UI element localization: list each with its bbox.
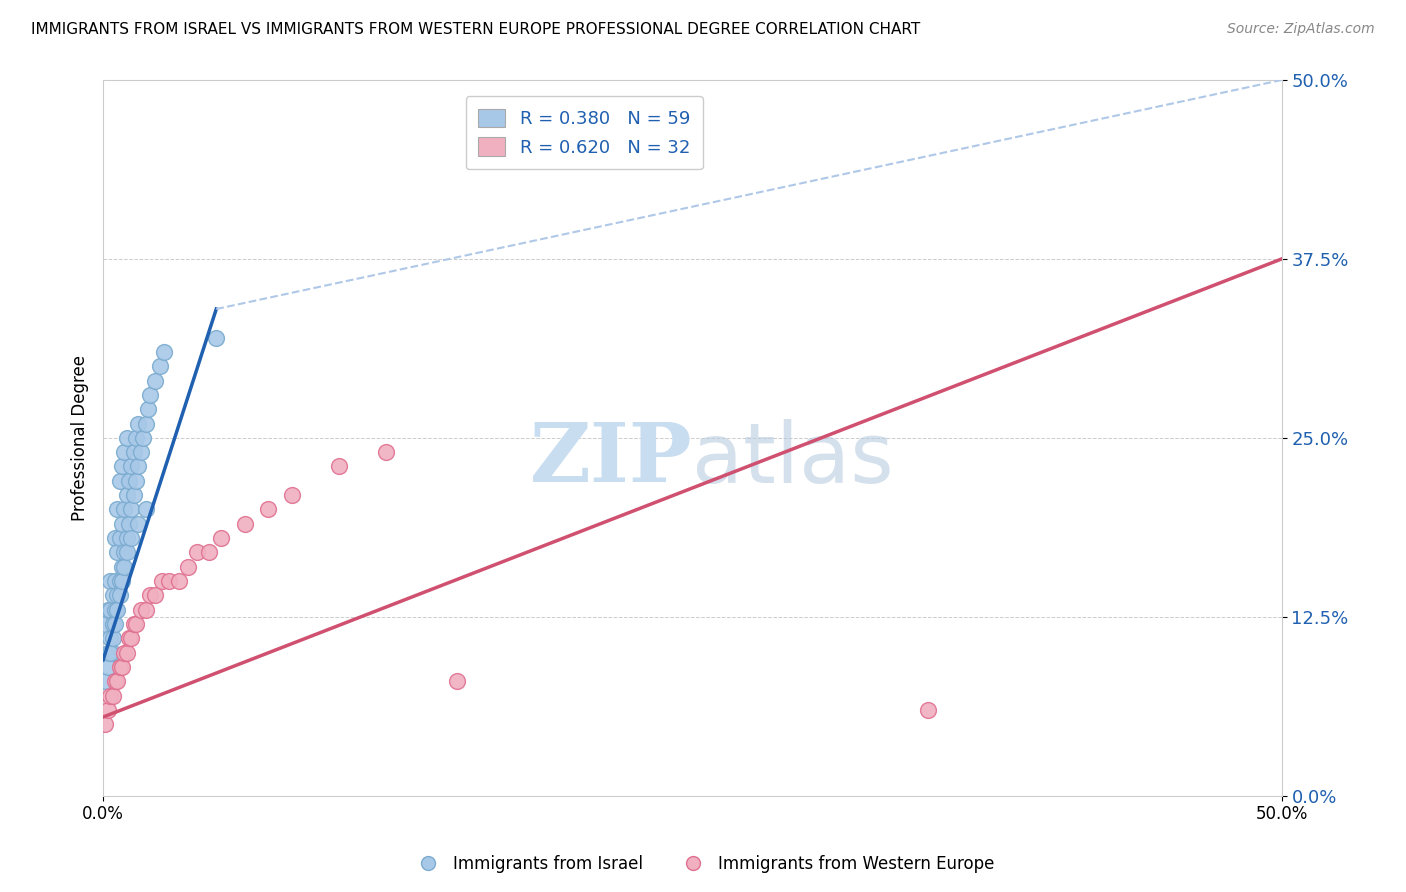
Point	[125, 617, 148, 632]
Point	[108, 574, 131, 588]
Point	[917, 703, 939, 717]
Point	[112, 646, 135, 660]
Point	[104, 574, 127, 588]
Point	[135, 602, 157, 616]
Point	[115, 488, 138, 502]
Point	[205, 331, 228, 345]
Point	[328, 459, 350, 474]
Point	[108, 531, 131, 545]
Point	[98, 689, 121, 703]
Point	[149, 359, 172, 374]
Point	[118, 632, 141, 646]
Point	[118, 474, 141, 488]
Point	[177, 559, 200, 574]
Point	[120, 502, 142, 516]
Point	[101, 689, 124, 703]
Point	[112, 545, 135, 559]
Point	[112, 559, 135, 574]
Point	[111, 574, 134, 588]
Point	[135, 417, 157, 431]
Point	[98, 574, 121, 588]
Point	[132, 431, 155, 445]
Point	[104, 674, 127, 689]
Point	[105, 674, 128, 689]
Point	[111, 660, 134, 674]
Y-axis label: Professional Degree: Professional Degree	[72, 355, 89, 521]
Point	[257, 502, 280, 516]
Point	[186, 545, 208, 559]
Point	[280, 488, 302, 502]
Text: ZIP: ZIP	[530, 419, 692, 500]
Point	[122, 488, 145, 502]
Point	[97, 602, 120, 616]
Text: IMMIGRANTS FROM ISRAEL VS IMMIGRANTS FROM WESTERN EUROPE PROFESSIONAL DEGREE COR: IMMIGRANTS FROM ISRAEL VS IMMIGRANTS FRO…	[31, 22, 920, 37]
Point	[115, 531, 138, 545]
Point	[97, 646, 120, 660]
Point	[101, 646, 124, 660]
Point	[112, 502, 135, 516]
Point	[104, 531, 127, 545]
Point	[105, 588, 128, 602]
Point	[97, 703, 120, 717]
Point	[135, 502, 157, 516]
Point	[112, 445, 135, 459]
Legend: R = 0.380   N = 59, R = 0.620   N = 32: R = 0.380 N = 59, R = 0.620 N = 32	[465, 96, 703, 169]
Point	[94, 674, 117, 689]
Point	[127, 417, 149, 431]
Point	[153, 345, 176, 359]
Point	[94, 617, 117, 632]
Point	[136, 402, 159, 417]
Point	[122, 445, 145, 459]
Point	[104, 617, 127, 632]
Point	[98, 632, 121, 646]
Point	[127, 516, 149, 531]
Point	[150, 574, 173, 588]
Point	[108, 474, 131, 488]
Point	[125, 431, 148, 445]
Point	[157, 574, 180, 588]
Point	[101, 617, 124, 632]
Point	[94, 717, 117, 731]
Point	[115, 431, 138, 445]
Point	[101, 588, 124, 602]
Point	[105, 602, 128, 616]
Point	[125, 474, 148, 488]
Point	[122, 617, 145, 632]
Point	[139, 388, 162, 402]
Point	[120, 459, 142, 474]
Point	[143, 374, 166, 388]
Text: Source: ZipAtlas.com: Source: ZipAtlas.com	[1227, 22, 1375, 37]
Point	[129, 445, 152, 459]
Point	[120, 632, 142, 646]
Point	[209, 531, 232, 545]
Point	[375, 445, 398, 459]
Point	[198, 545, 221, 559]
Point	[120, 531, 142, 545]
Point	[115, 646, 138, 660]
Text: atlas: atlas	[692, 419, 894, 500]
Point	[98, 602, 121, 616]
Point	[233, 516, 256, 531]
Point	[111, 459, 134, 474]
Point	[118, 516, 141, 531]
Point	[167, 574, 190, 588]
Point	[143, 588, 166, 602]
Point	[446, 674, 468, 689]
Point	[97, 660, 120, 674]
Point	[101, 632, 124, 646]
Point	[111, 516, 134, 531]
Point	[105, 502, 128, 516]
Point	[111, 559, 134, 574]
Point	[98, 646, 121, 660]
Point	[108, 588, 131, 602]
Point	[105, 545, 128, 559]
Point	[129, 602, 152, 616]
Point	[115, 545, 138, 559]
Legend: Immigrants from Israel, Immigrants from Western Europe: Immigrants from Israel, Immigrants from …	[405, 848, 1001, 880]
Point	[108, 660, 131, 674]
Point	[104, 602, 127, 616]
Point	[139, 588, 162, 602]
Point	[127, 459, 149, 474]
